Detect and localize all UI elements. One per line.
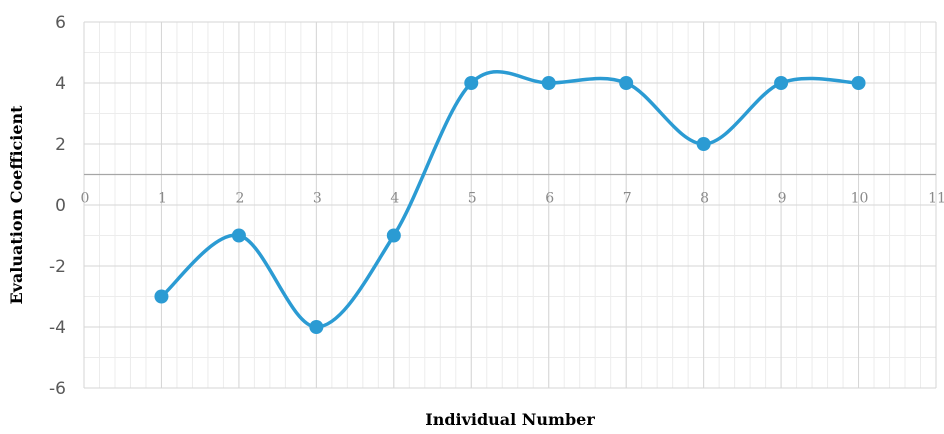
series <box>154 70 866 334</box>
data-point <box>154 289 169 304</box>
y-tick-labels: 6 4 2 0 -2 -4 -6 <box>49 13 66 399</box>
series-line <box>160 70 859 329</box>
y-tick-label: -6 <box>49 379 66 399</box>
x-tick-label: 7 <box>623 191 632 207</box>
y-tick-label: -4 <box>49 318 66 338</box>
data-point <box>386 228 401 243</box>
x-tick-label: 6 <box>545 191 554 207</box>
x-tick-label: 2 <box>235 191 244 207</box>
x-axis-title: Individual Number <box>425 410 595 429</box>
data-point <box>619 76 634 90</box>
x-tick-label: 1 <box>158 191 167 207</box>
x-tick-label: 0 <box>81 191 90 207</box>
x-tick-label: 11 <box>928 191 944 207</box>
x-tick-label: 5 <box>468 191 477 207</box>
x-tick-label: 8 <box>700 191 709 207</box>
x-tick-label: 4 <box>390 191 399 207</box>
x-tick-label: 3 <box>313 191 322 207</box>
x-tick-labels: 0 1 2 3 4 5 6 7 8 9 10 11 <box>81 191 944 207</box>
x-tick-label: 9 <box>778 191 787 207</box>
data-point <box>541 76 556 90</box>
y-tick-label: 4 <box>55 74 66 94</box>
y-tick-label: -2 <box>49 257 66 277</box>
data-point <box>231 228 246 243</box>
data-point <box>309 320 324 334</box>
data-point <box>774 76 789 90</box>
data-point <box>851 76 866 90</box>
y-tick-label: 0 <box>55 196 66 216</box>
data-point <box>696 137 711 151</box>
x-tick-label: 10 <box>851 191 869 207</box>
y-axis-title: Evaluation Coefficient <box>7 105 26 305</box>
y-tick-label: 2 <box>55 135 66 155</box>
y-tick-label: 6 <box>55 13 66 33</box>
grid <box>83 21 937 389</box>
data-point <box>464 76 479 90</box>
